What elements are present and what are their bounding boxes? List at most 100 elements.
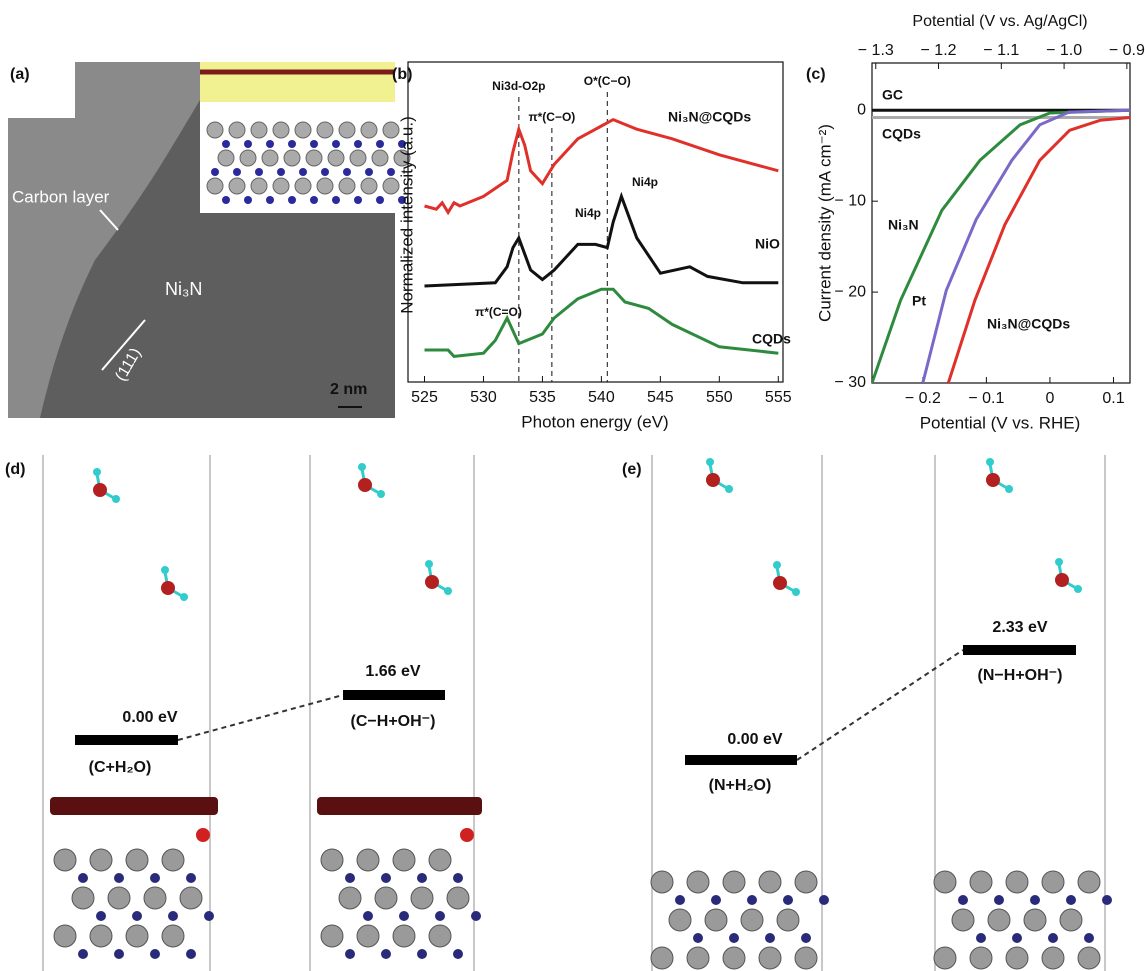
nitrogen-atom bbox=[266, 140, 274, 148]
nickel-atom bbox=[144, 887, 166, 909]
nickel-atom bbox=[372, 150, 388, 166]
nitrogen-atom bbox=[376, 196, 384, 204]
series-label: Ni₃N@CQDs bbox=[987, 316, 1070, 332]
nickel-atom bbox=[295, 122, 311, 138]
nitrogen-atom bbox=[381, 873, 391, 883]
nitrogen-atom bbox=[747, 895, 757, 905]
nitrogen-atom bbox=[345, 949, 355, 959]
nitrogen-atom bbox=[783, 895, 793, 905]
nitrogen-atom bbox=[343, 168, 351, 176]
nickel-atom bbox=[429, 849, 451, 871]
nickel-atom bbox=[284, 150, 300, 166]
nickel-atom bbox=[934, 947, 956, 969]
page: (a) Carbon layer Ni₃N (111) 2 nm (d) 0.0… bbox=[0, 0, 1145, 971]
nitrogen-atom bbox=[387, 168, 395, 176]
nitrogen-atom bbox=[819, 895, 829, 905]
nitrogen-atom bbox=[96, 911, 106, 921]
annotation: Ni3d-O2p bbox=[492, 79, 545, 93]
nickel-atom bbox=[90, 849, 112, 871]
nickel-atom bbox=[669, 909, 691, 931]
nickel-atom bbox=[273, 122, 289, 138]
nickel-atom bbox=[934, 871, 956, 893]
nickel-atom bbox=[162, 849, 184, 871]
carbon-layer bbox=[50, 797, 218, 815]
nitrogen-atom bbox=[321, 168, 329, 176]
nickel-atom bbox=[1024, 909, 1046, 931]
panel-label: (a) bbox=[10, 66, 30, 83]
nitrogen-atom bbox=[354, 140, 362, 148]
scale-label: 2 nm bbox=[330, 381, 367, 398]
nickel-atom bbox=[90, 925, 112, 947]
nickel-atom bbox=[162, 925, 184, 947]
state-label: (N−H+OH⁻) bbox=[978, 667, 1063, 684]
nitrogen-atom bbox=[114, 949, 124, 959]
nitrogen-atom bbox=[186, 873, 196, 883]
energy-level bbox=[685, 755, 797, 765]
nickel-atom bbox=[207, 122, 223, 138]
nickel-atom bbox=[180, 887, 202, 909]
energy-level bbox=[75, 735, 178, 745]
energy-label: 1.66 eV bbox=[365, 663, 420, 680]
nitrogen-atom bbox=[381, 949, 391, 959]
peak-label: Ni4p bbox=[575, 206, 601, 220]
nickel-atom bbox=[687, 947, 709, 969]
nitrogen-atom bbox=[168, 911, 178, 921]
y-tick-label: − 30 bbox=[834, 374, 866, 391]
x-tick-label: − 0.1 bbox=[968, 390, 1004, 407]
hydrogen-atom bbox=[112, 495, 120, 503]
nitrogen-atom bbox=[435, 911, 445, 921]
hydrogen-atom bbox=[93, 468, 101, 476]
nitrogen-atom bbox=[1102, 895, 1112, 905]
x-tick-label: 0.1 bbox=[1102, 390, 1124, 407]
nickel-atom bbox=[705, 909, 727, 931]
nitrogen-atom bbox=[958, 895, 968, 905]
nickel-atom bbox=[651, 871, 673, 893]
nickel-atom bbox=[970, 947, 992, 969]
x-axis-label: Potential (V vs. RHE) bbox=[920, 413, 1081, 432]
nitrogen-atom bbox=[332, 140, 340, 148]
annotation: O*(C−O) bbox=[584, 74, 631, 88]
nitrogen-atom bbox=[150, 873, 160, 883]
connector bbox=[178, 695, 343, 740]
x-tick-label: 550 bbox=[706, 389, 733, 406]
series-label: CQDs bbox=[882, 126, 921, 142]
nitrogen-atom bbox=[765, 933, 775, 943]
nitrogen-atom bbox=[244, 140, 252, 148]
nitrogen-atom bbox=[354, 196, 362, 204]
nitrogen-atom bbox=[976, 933, 986, 943]
y-tick-label: 0 bbox=[857, 101, 866, 118]
state-label: (C+H₂O) bbox=[89, 759, 152, 776]
x-tick-label: 525 bbox=[411, 389, 438, 406]
nickel-atom bbox=[723, 947, 745, 969]
nickel-atom bbox=[350, 150, 366, 166]
annotation: Carbon layer bbox=[12, 187, 110, 206]
x2-tick-label: − 1.3 bbox=[858, 42, 894, 59]
nitrogen-atom bbox=[114, 873, 124, 883]
state-label: (C−H+OH⁻) bbox=[351, 713, 436, 730]
x2-axis-label: Potential (V vs. Ag/AgCl) bbox=[912, 13, 1087, 30]
nickel-atom bbox=[1006, 871, 1028, 893]
series-label: Ni₃N bbox=[888, 217, 919, 233]
nickel-atom bbox=[411, 887, 433, 909]
hydrogen-atom bbox=[706, 458, 714, 466]
hydrogen-atom bbox=[180, 593, 188, 601]
nitrogen-atom bbox=[376, 140, 384, 148]
x-tick-label: 535 bbox=[529, 389, 556, 406]
nitrogen-atom bbox=[453, 873, 463, 883]
hydrogen-atom bbox=[1005, 485, 1013, 493]
series-line bbox=[425, 289, 779, 356]
nitrogen-atom bbox=[1066, 895, 1076, 905]
nickel-atom bbox=[1042, 947, 1064, 969]
series-label: CQDs bbox=[752, 331, 791, 347]
energy-level bbox=[343, 690, 445, 700]
energy-label: 0.00 eV bbox=[727, 731, 782, 748]
nitrogen-atom bbox=[1012, 933, 1022, 943]
x-tick-label: − 0.2 bbox=[905, 390, 941, 407]
hydrogen-atom bbox=[792, 588, 800, 596]
x-tick-label: 545 bbox=[647, 389, 674, 406]
nitrogen-atom bbox=[711, 895, 721, 905]
nitrogen-atom bbox=[1048, 933, 1058, 943]
nitrogen-atom bbox=[233, 168, 241, 176]
x-tick-label: 0 bbox=[1045, 390, 1054, 407]
nitrogen-atom bbox=[222, 140, 230, 148]
